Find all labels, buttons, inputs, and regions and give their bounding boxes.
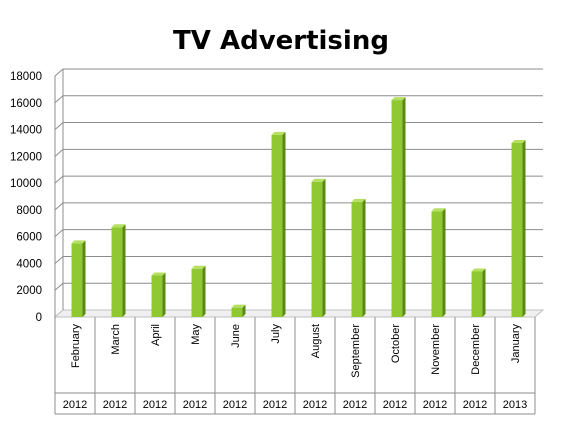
- bar-top: [391, 97, 406, 101]
- bar: [151, 275, 163, 317]
- bar-top: [351, 198, 366, 202]
- x-category-label: January: [510, 324, 522, 364]
- x-category-label: October: [390, 324, 402, 363]
- bar-side: [242, 304, 246, 317]
- bar-top: [111, 224, 126, 228]
- bar-side: [122, 224, 126, 317]
- bar-side: [202, 265, 206, 317]
- x-category-label: April: [150, 324, 162, 346]
- x-category-label: September: [350, 324, 362, 378]
- x-category-label: August: [310, 324, 322, 358]
- bar: [311, 181, 323, 317]
- bar-top: [71, 240, 86, 244]
- y-tick-labels: 0 2000 4000 6000 8000 10000 12000 14000 16000 180…: [10, 71, 42, 324]
- bar: [71, 243, 83, 317]
- bar-top: [151, 272, 166, 276]
- gridline-depth: [54, 175, 64, 184]
- gridline-depth: [54, 122, 64, 130]
- bar-top: [191, 265, 206, 269]
- bar-top: [511, 139, 526, 143]
- gridline-depth: [54, 282, 64, 291]
- bar-side: [522, 139, 526, 317]
- x-category-label: June: [230, 324, 242, 348]
- x-group-label: 2012: [63, 399, 87, 411]
- x-group-label: 2012: [103, 399, 127, 411]
- x-group-label: 2012: [263, 399, 287, 411]
- bar-top: [311, 178, 326, 182]
- bar-side: [82, 240, 86, 317]
- bar-top: [471, 268, 486, 272]
- x-category-label: February: [70, 324, 82, 369]
- chart-floor: [53, 309, 545, 318]
- bar: [431, 211, 443, 317]
- x-category-label: May: [190, 324, 202, 345]
- gridline-depth: [54, 202, 64, 211]
- y-tick-label: 18000: [10, 71, 42, 83]
- bar-side: [162, 272, 166, 317]
- bar-side: [282, 131, 286, 317]
- bar-side: [362, 198, 366, 317]
- x-category-label: July: [270, 324, 282, 344]
- x-group-label: 2012: [423, 399, 447, 411]
- y-tick-label: 12000: [10, 151, 42, 163]
- bars: [71, 97, 526, 317]
- x-group-label: 2012: [383, 399, 407, 411]
- bar-side: [442, 208, 446, 317]
- x-category-label: March: [110, 324, 122, 355]
- y-tick-label: 16000: [10, 98, 42, 110]
- y-tick-label: 10000: [10, 178, 42, 190]
- y-tick-label: 6000: [16, 232, 42, 244]
- bar: [351, 201, 363, 317]
- x-group-label: 2012: [303, 399, 327, 411]
- y-tick-label: 8000: [16, 205, 42, 217]
- x-group-label: 2012: [183, 399, 207, 411]
- bar: [511, 142, 523, 317]
- gridlines: [54, 68, 543, 318]
- x-group-label: 2012: [463, 399, 487, 411]
- bar-top: [231, 304, 246, 308]
- x-category-label: December: [470, 324, 482, 375]
- x-category-labels: February 2012 March 2012 April 2012 May 2012 Jun…: [54, 317, 536, 415]
- gridline-depth: [54, 148, 64, 157]
- x-category-label: November: [430, 324, 442, 375]
- y-tick-label: 4000: [16, 258, 42, 270]
- y-tick-label: 14000: [10, 125, 42, 137]
- gridline-depth: [54, 95, 64, 104]
- y-tick-label: 0: [36, 312, 42, 324]
- bar-side: [402, 97, 406, 317]
- gridline-depth: [54, 68, 64, 77]
- bar-top: [431, 208, 446, 212]
- y-tick-label: 2000: [16, 285, 42, 297]
- bar: [391, 100, 403, 317]
- gridline-depth: [54, 256, 64, 264]
- bar: [471, 271, 483, 317]
- bar: [231, 307, 243, 317]
- x-group-label: 2012: [143, 399, 167, 411]
- bar-top: [271, 131, 286, 135]
- bar: [111, 227, 123, 317]
- bar: [191, 268, 203, 317]
- chart-title: TV Advertising: [173, 26, 389, 56]
- x-group-label: 2012: [343, 399, 367, 411]
- x-group-label: 2012: [223, 399, 247, 411]
- bar-side: [482, 268, 486, 317]
- x-group-label: 2013: [503, 399, 527, 411]
- axes: [53, 69, 545, 318]
- gridline-depth: [54, 229, 64, 238]
- bar-side: [322, 178, 326, 317]
- bar: [271, 134, 283, 317]
